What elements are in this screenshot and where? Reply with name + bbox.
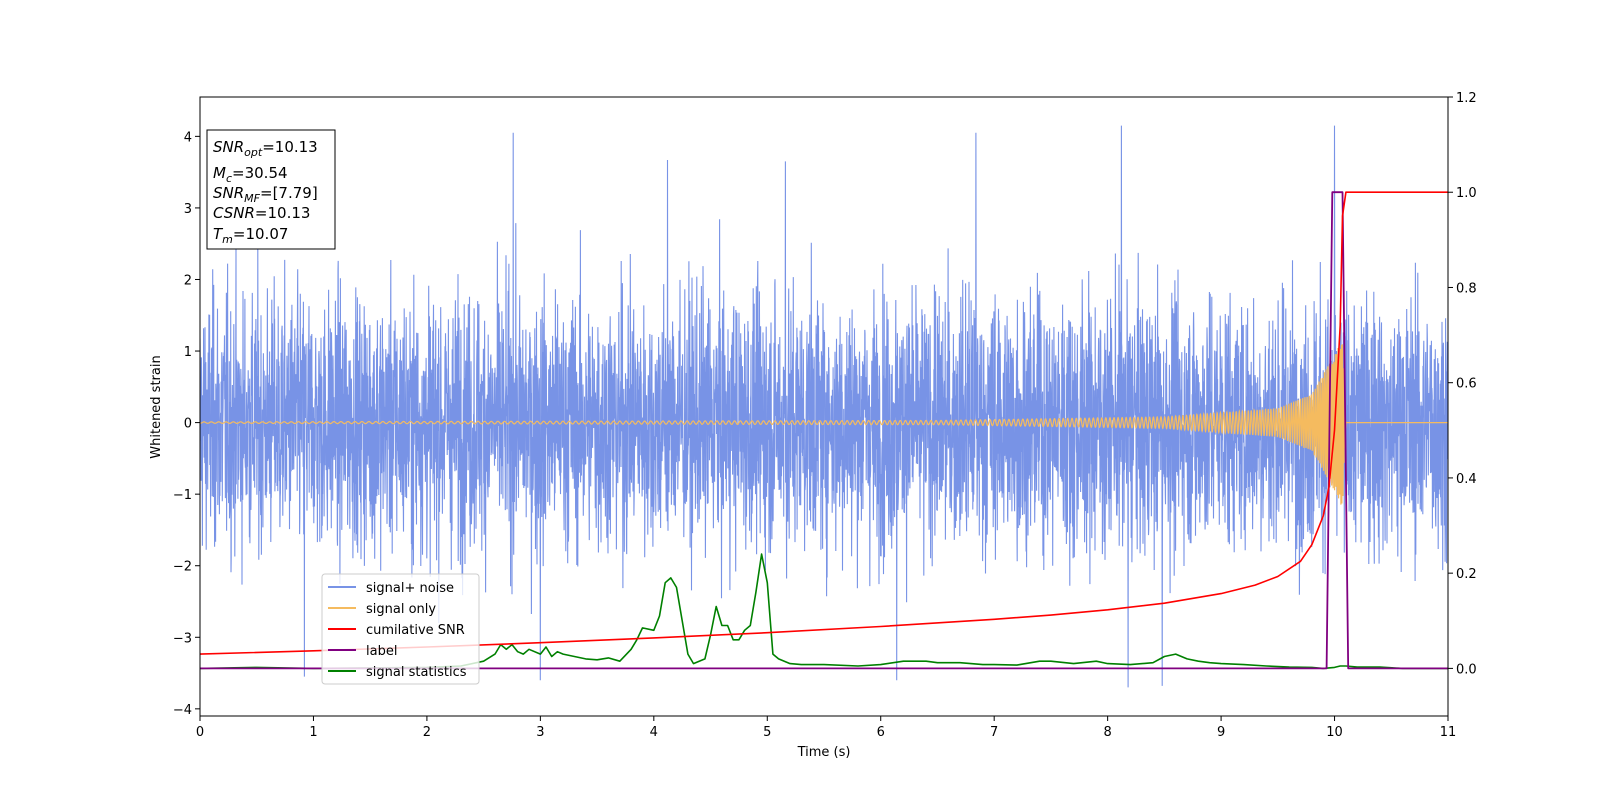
- series-label-line: [200, 191, 1448, 670]
- series-cumulative-snr-line: [200, 191, 1448, 655]
- y-axis-right: 0.0 0.2 0.4 0.6 0.8 1.0 1.2: [1448, 91, 1477, 677]
- x-tick-label: 10: [1326, 725, 1343, 740]
- series-signal-statistics-line: [200, 553, 1448, 670]
- info-main: SNR: [213, 184, 244, 202]
- x-axis-label: Time (s): [797, 745, 851, 760]
- legend-label: signal statistics: [366, 665, 467, 680]
- y-axis-label: Whitened strain: [149, 355, 164, 458]
- y2-tick-label: 0.6: [1456, 377, 1477, 392]
- info-value: =10.13: [262, 138, 318, 156]
- y-axis-left: −4 −3 −2 −1 0 1 2 3 4: [173, 130, 200, 718]
- x-tick-label: 3: [536, 725, 544, 740]
- y-tick-label: 4: [184, 130, 192, 145]
- info-value: =10.07: [233, 225, 289, 243]
- info-box-frame: [206, 129, 336, 250]
- legend-label: signal+ noise: [366, 581, 454, 596]
- info-sub: c: [226, 172, 232, 185]
- info-value: =30.54: [232, 164, 288, 182]
- y2-tick-label: 1.0: [1456, 186, 1477, 201]
- right-axis-series-layer: [200, 191, 1448, 670]
- x-tick-label: 7: [990, 725, 998, 740]
- y2-tick-label: 0.0: [1456, 662, 1477, 677]
- plot-frame: [199, 96, 1449, 717]
- info-sub: opt: [244, 146, 263, 159]
- legend: signal+ noise signal only cumilative SNR la…: [321, 573, 480, 685]
- legend-label: signal only: [366, 602, 436, 617]
- y-tick-label: −1: [173, 488, 192, 503]
- legend-label: cumilative SNR: [366, 623, 465, 638]
- x-tick-label: 5: [763, 725, 771, 740]
- signal-only-series-layer: [200, 344, 1448, 505]
- info-value: =10.13: [255, 204, 311, 222]
- info-box-line: Tm=10.07: [213, 225, 288, 246]
- x-tick-label: 1: [309, 725, 317, 740]
- info-main: M: [213, 164, 226, 182]
- info-box: SNRopt=10.13Mc=30.54SNRMF=[7.79]CSNR=10.…: [206, 129, 336, 250]
- y2-tick-label: 0.8: [1456, 281, 1477, 296]
- x-tick-label: 2: [423, 725, 431, 740]
- x-tick-label: 4: [650, 725, 658, 740]
- info-box-line: SNRMF=[7.79]: [213, 184, 318, 205]
- info-main: SNR: [213, 138, 244, 156]
- info-box-line: CSNR=10.13: [213, 204, 310, 222]
- y-tick-label: −4: [173, 703, 192, 718]
- info-main: T: [213, 225, 224, 243]
- info-box-line: SNRopt=10.13: [213, 138, 318, 159]
- noise-series-layer: [200, 125, 1448, 688]
- info-main: CSNR: [213, 204, 255, 222]
- x-tick-label: 8: [1103, 725, 1111, 740]
- legend-label: label: [366, 644, 397, 659]
- y-tick-label: −2: [173, 560, 192, 575]
- x-axis: 0 1 2 3 4 5 6 7 8 9 10 11: [196, 716, 1456, 740]
- x-tick-label: 6: [877, 725, 885, 740]
- x-tick-label: 11: [1440, 725, 1457, 740]
- series-signal-noise-line: [200, 125, 1448, 688]
- y-tick-label: 2: [184, 273, 192, 288]
- info-value: =[7.79]: [260, 184, 318, 202]
- series-signal-only-line: [200, 344, 1448, 505]
- y-tick-label: 0: [184, 417, 192, 432]
- legend-frame: [321, 573, 480, 685]
- x-tick-label: 9: [1217, 725, 1225, 740]
- y-tick-label: −3: [173, 631, 192, 646]
- y2-tick-label: 1.2: [1456, 91, 1477, 106]
- x-tick-label: 0: [196, 725, 204, 740]
- y-tick-label: 1: [184, 345, 192, 360]
- y2-tick-label: 0.4: [1456, 472, 1477, 487]
- y-tick-label: 3: [184, 202, 192, 217]
- info-box-line: Mc=30.54: [213, 164, 288, 185]
- info-sub: m: [222, 233, 233, 246]
- y2-tick-label: 0.2: [1456, 567, 1477, 582]
- info-sub: MF: [244, 192, 260, 205]
